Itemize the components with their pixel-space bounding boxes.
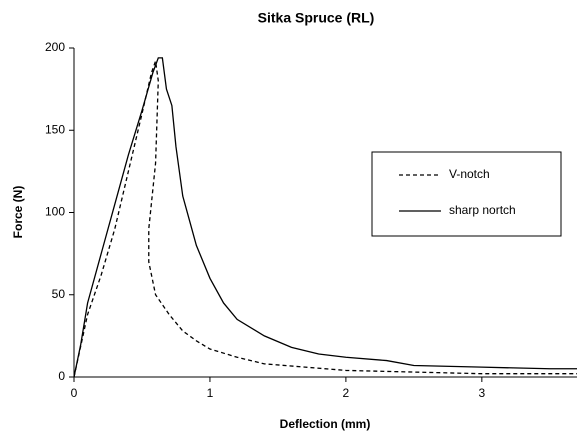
x-axis-label: Deflection (mm)	[280, 417, 371, 431]
y-tick-label: 150	[45, 122, 65, 136]
y-tick-label: 100	[45, 205, 65, 219]
y-tick-label: 50	[52, 287, 66, 301]
line-series	[73, 60, 577, 378]
x-tick-label: 3	[478, 386, 485, 400]
x-tick-label: 2	[343, 386, 350, 400]
chart-title: Sitka Spruce (RL)	[258, 10, 375, 26]
legend-box	[371, 151, 562, 237]
y-tick-label: 200	[45, 40, 65, 54]
y-axis-label: Force (N)	[11, 186, 25, 239]
legend-label: sharp nortch	[449, 203, 516, 217]
x-tick-label: 1	[207, 386, 214, 400]
line-series	[73, 57, 577, 378]
x-tick-label: 0	[71, 386, 78, 400]
legend-label: V-notch	[449, 167, 490, 181]
y-tick-label: 0	[58, 369, 65, 383]
